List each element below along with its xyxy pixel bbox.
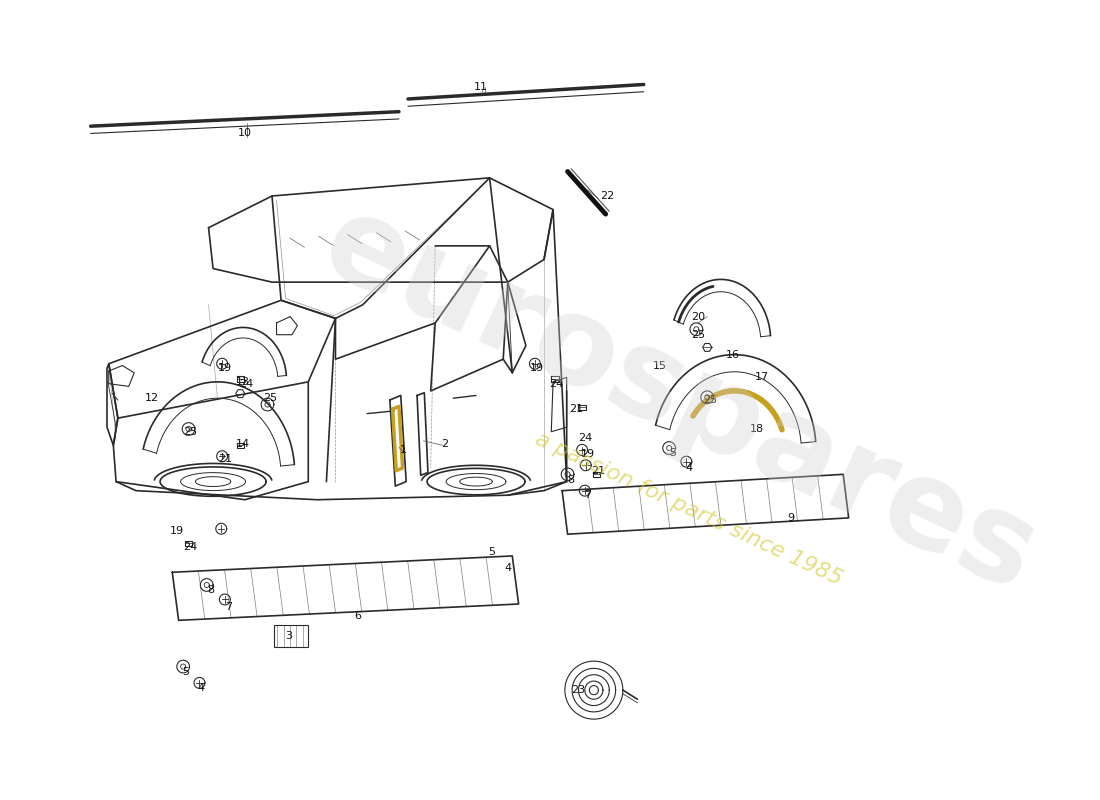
Text: 2: 2 bbox=[441, 438, 448, 449]
Text: 3: 3 bbox=[285, 630, 292, 641]
Text: 24: 24 bbox=[184, 542, 198, 552]
Text: 25: 25 bbox=[263, 393, 277, 403]
Text: 17: 17 bbox=[755, 372, 769, 382]
Text: 7: 7 bbox=[584, 490, 591, 500]
Text: 9: 9 bbox=[788, 513, 794, 523]
Text: eurospares: eurospares bbox=[305, 184, 1055, 616]
Text: 25: 25 bbox=[703, 395, 717, 405]
Text: 11: 11 bbox=[473, 82, 487, 92]
Text: 19: 19 bbox=[218, 363, 232, 374]
Text: 5: 5 bbox=[488, 547, 495, 558]
Text: 14: 14 bbox=[235, 438, 250, 449]
Text: 4: 4 bbox=[198, 683, 205, 694]
Text: 22: 22 bbox=[601, 191, 615, 201]
Text: 8: 8 bbox=[207, 586, 213, 595]
Text: 24: 24 bbox=[550, 378, 564, 389]
Text: 12: 12 bbox=[145, 393, 160, 403]
Text: 4: 4 bbox=[685, 463, 693, 473]
Text: 21: 21 bbox=[218, 454, 232, 464]
Text: 1: 1 bbox=[400, 445, 407, 455]
Text: 15: 15 bbox=[653, 361, 667, 370]
Text: 18: 18 bbox=[750, 424, 764, 434]
Text: 4: 4 bbox=[504, 562, 512, 573]
Text: 13: 13 bbox=[236, 377, 250, 387]
Text: 25: 25 bbox=[691, 330, 705, 340]
Text: 5: 5 bbox=[669, 447, 676, 458]
Text: 24: 24 bbox=[240, 378, 254, 389]
Text: 6: 6 bbox=[354, 610, 362, 621]
Text: 5: 5 bbox=[183, 667, 189, 677]
Text: 16: 16 bbox=[726, 350, 739, 360]
Text: 19: 19 bbox=[530, 363, 543, 374]
Text: 21: 21 bbox=[592, 466, 605, 476]
Text: 24: 24 bbox=[578, 433, 592, 443]
Text: 19: 19 bbox=[169, 526, 184, 537]
Text: 21: 21 bbox=[570, 404, 584, 414]
Text: 10: 10 bbox=[238, 127, 252, 138]
Text: 25: 25 bbox=[184, 426, 198, 437]
Text: 19: 19 bbox=[581, 450, 595, 459]
Polygon shape bbox=[274, 625, 308, 646]
Text: a passion for parts since 1985: a passion for parts since 1985 bbox=[532, 429, 846, 589]
Text: 8: 8 bbox=[568, 474, 575, 485]
Text: 7: 7 bbox=[224, 602, 232, 612]
Text: 20: 20 bbox=[691, 311, 705, 322]
Text: 23: 23 bbox=[571, 685, 585, 695]
